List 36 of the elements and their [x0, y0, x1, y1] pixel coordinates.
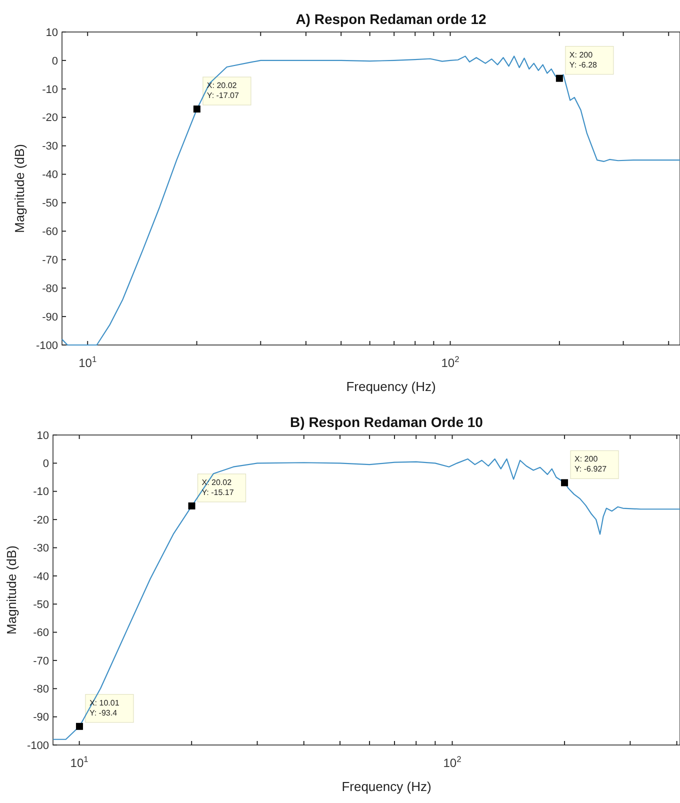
- x-tick-label: 10$^{1}$: [70, 754, 89, 770]
- chart-title: A) Respon Redaman orde 12: [296, 11, 487, 27]
- y-tick-label: -70: [33, 655, 49, 668]
- y-tick-label: -30: [33, 542, 49, 555]
- y-tick-label: -80: [33, 683, 49, 696]
- x-tick-label: 10$^{1}$: [78, 354, 97, 370]
- y-axis-title: Magnitude (dB): [4, 546, 19, 634]
- y-tick-label: 0: [52, 55, 58, 68]
- annotation: X: 200 Y: -6.927: [574, 454, 608, 474]
- y-tick-label: -90: [42, 311, 58, 324]
- y-tick-label: 10: [36, 430, 49, 442]
- y-tick-label: -60: [42, 226, 58, 238]
- y-axis-title: Magnitude (dB): [12, 144, 27, 233]
- y-tick-label: -100: [26, 740, 49, 752]
- x-axis-title: Frequency (Hz): [346, 379, 436, 394]
- x-tick-label: 10$^{2}$: [443, 754, 462, 770]
- y-tick-label: -60: [33, 627, 49, 640]
- y-tick-label: 10: [46, 26, 58, 39]
- y-tick-label: -80: [42, 282, 58, 295]
- annotation: X: 200 Y: -6.28: [569, 50, 598, 70]
- y-tick-label: -30: [42, 140, 58, 153]
- y-tick-label: -40: [42, 169, 58, 182]
- x-axis-title: Frequency (Hz): [342, 779, 432, 794]
- y-tick-label: -90: [33, 712, 49, 724]
- y-tick-label: -50: [33, 598, 49, 611]
- chart-title: B) Respon Redaman Orde 10: [290, 414, 484, 430]
- y-tick-label: -10: [33, 486, 49, 498]
- y-tick-label: -40: [33, 570, 49, 583]
- x-tick-label: 10$^{2}$: [441, 354, 460, 370]
- y-tick-label: -50: [42, 198, 58, 210]
- y-tick-label: -10: [42, 84, 58, 96]
- y-tick-label: -20: [42, 112, 58, 124]
- y-tick-label: -20: [33, 514, 49, 526]
- y-tick-label: 0: [42, 458, 49, 470]
- y-tick-label: -70: [42, 254, 58, 266]
- y-tick-label: -100: [36, 340, 58, 352]
